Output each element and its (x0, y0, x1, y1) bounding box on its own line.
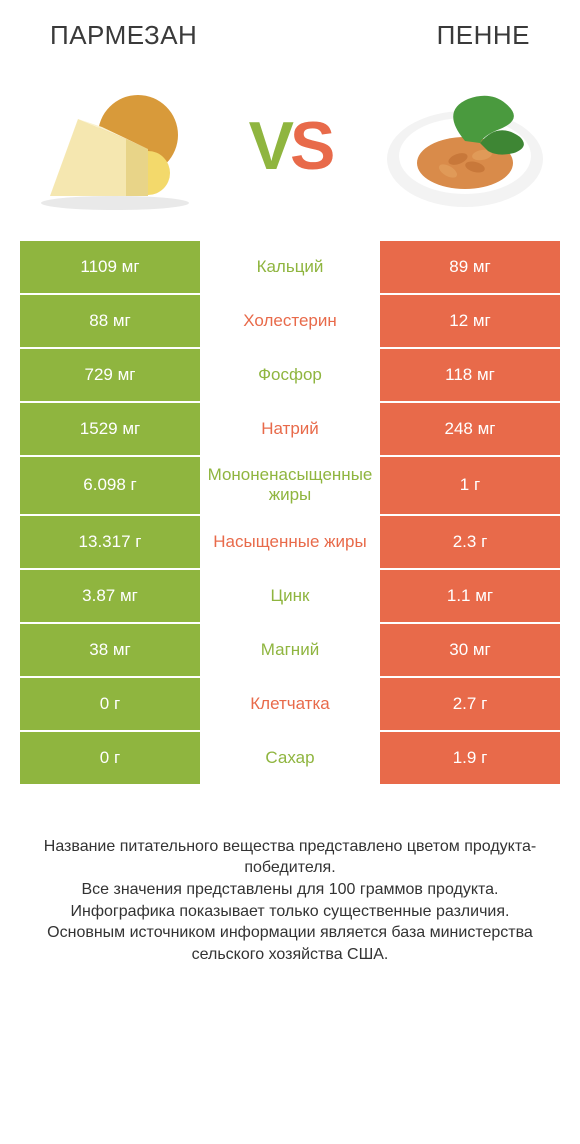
cell-label: Цинк (200, 570, 380, 622)
cell-left: 38 мг (20, 624, 200, 676)
cell-right: 1.1 мг (380, 570, 560, 622)
cell-right: 118 мг (380, 349, 560, 401)
cell-right: 2.3 г (380, 516, 560, 568)
footer-line: Инфографика показывает только существенн… (30, 901, 550, 923)
table-row: 88 мгХолестерин12 мг (20, 295, 560, 349)
footer-note: Название питательного вещества представл… (0, 786, 580, 986)
cell-right: 1 г (380, 457, 560, 514)
cell-label: Насыщенные жиры (200, 516, 380, 568)
table-row: 0 гСахар1.9 г (20, 732, 560, 786)
table-row: 3.87 мгЦинк1.1 мг (20, 570, 560, 624)
cell-left: 13.317 г (20, 516, 200, 568)
cell-right: 30 мг (380, 624, 560, 676)
footer-line: Все значения представлены для 100 граммо… (30, 879, 550, 901)
footer-line: Название питательного вещества представл… (30, 836, 550, 879)
cell-label: Холестерин (200, 295, 380, 347)
cell-label: Фосфор (200, 349, 380, 401)
table-row: 1109 мгКальций89 мг (20, 241, 560, 295)
cell-right: 12 мг (380, 295, 560, 347)
cell-label: Магний (200, 624, 380, 676)
title-left: ПАРМЕЗАН (50, 20, 197, 51)
cell-label: Клетчатка (200, 678, 380, 730)
cell-label: Сахар (200, 732, 380, 784)
vs-v: V (249, 108, 290, 184)
cell-left: 0 г (20, 678, 200, 730)
food-image-left (30, 81, 200, 211)
vs-label: VS (249, 107, 332, 185)
cell-left: 0 г (20, 732, 200, 784)
cell-left: 1529 мг (20, 403, 200, 455)
cell-left: 88 мг (20, 295, 200, 347)
vs-s: S (290, 108, 331, 184)
table-row: 13.317 гНасыщенные жиры2.3 г (20, 516, 560, 570)
table-row: 1529 мгНатрий248 мг (20, 403, 560, 457)
table-row: 729 мгФосфор118 мг (20, 349, 560, 403)
header: ПАРМЕЗАН ПЕННЕ (0, 0, 580, 61)
cell-right: 248 мг (380, 403, 560, 455)
cell-label: Мононенасыщенные жиры (200, 457, 380, 514)
cell-right: 89 мг (380, 241, 560, 293)
cell-right: 2.7 г (380, 678, 560, 730)
comparison-table: 1109 мгКальций89 мг88 мгХолестерин12 мг7… (0, 241, 580, 786)
table-row: 38 мгМагний30 мг (20, 624, 560, 678)
food-image-right (380, 81, 550, 211)
cell-left: 729 мг (20, 349, 200, 401)
cell-left: 3.87 мг (20, 570, 200, 622)
footer-line: Основным источником информации является … (30, 922, 550, 965)
cell-label: Натрий (200, 403, 380, 455)
cell-left: 1109 мг (20, 241, 200, 293)
table-row: 0 гКлетчатка2.7 г (20, 678, 560, 732)
table-row: 6.098 гМононенасыщенные жиры1 г (20, 457, 560, 516)
cell-left: 6.098 г (20, 457, 200, 514)
vs-row: VS (0, 61, 580, 241)
cell-label: Кальций (200, 241, 380, 293)
cell-right: 1.9 г (380, 732, 560, 784)
title-right: ПЕННЕ (437, 20, 530, 51)
